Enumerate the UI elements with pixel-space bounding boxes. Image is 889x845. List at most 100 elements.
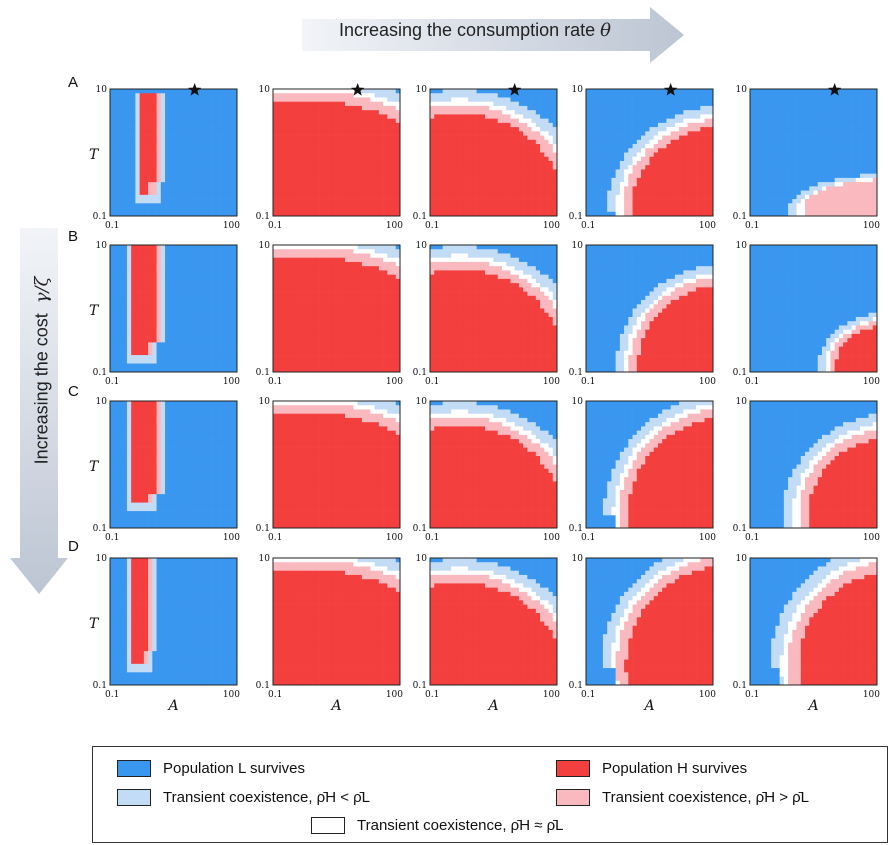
cell-h-survives xyxy=(374,122,380,128)
cell-l-survives xyxy=(800,156,806,162)
cell-l-survives xyxy=(198,144,204,149)
cell-l-survives xyxy=(586,165,591,170)
cell-l-survives xyxy=(131,122,136,128)
cell-l-survives xyxy=(864,160,869,166)
cell-l-survives xyxy=(598,182,604,187)
cell-l-survives xyxy=(754,105,759,111)
cell-l-survives xyxy=(628,122,633,128)
cell-h-survives xyxy=(344,118,350,124)
cell-l-survives xyxy=(586,169,591,175)
cell-l-survives xyxy=(779,203,785,208)
cell-l-survives xyxy=(114,173,119,179)
cell-h-survives xyxy=(476,173,482,179)
cell-coexist-h-lt-l xyxy=(395,93,401,98)
cell-h-survives xyxy=(531,203,537,208)
cell-h-survives xyxy=(446,152,452,158)
cell-l-survives xyxy=(114,110,119,115)
cell-l-survives xyxy=(232,186,238,191)
cell-l-survives xyxy=(766,203,772,208)
cell-h-survives xyxy=(139,148,145,153)
cell-l-survives xyxy=(126,211,132,217)
cell-l-survives xyxy=(602,131,608,136)
cell-l-survives xyxy=(750,160,755,166)
cell-l-survives xyxy=(796,173,802,179)
cell-coexist-h-lt-l xyxy=(160,156,166,162)
cell-h-survives xyxy=(332,118,337,124)
cell-l-survives xyxy=(792,97,797,103)
cell-l-survives xyxy=(169,287,174,292)
cell-l-survives xyxy=(190,144,196,149)
cell-h-survives xyxy=(273,110,278,115)
cell-coexist-h-gt-l xyxy=(353,97,359,103)
cell-l-survives xyxy=(657,93,663,98)
cell-l-survives xyxy=(110,312,115,318)
cell-h-survives xyxy=(527,194,532,200)
cell-coexist-h-gt-l xyxy=(485,105,490,111)
cell-l-survives xyxy=(662,110,667,115)
cell-l-survives xyxy=(177,186,183,191)
cell-coexist-h-gt-l xyxy=(632,182,638,187)
cell-h-survives xyxy=(485,148,490,153)
cell-coexist-h-gt-l xyxy=(817,194,823,200)
cell-h-survives xyxy=(152,93,157,98)
cell-coexist-h-lt-l xyxy=(459,93,465,98)
cell-coexist-h-gt-l xyxy=(156,270,162,275)
cell-l-survives xyxy=(838,144,844,149)
cell-h-survives xyxy=(501,156,507,162)
cell-l-survives xyxy=(619,156,625,162)
cell-coexist-equal xyxy=(619,182,625,187)
cell-coexist-h-gt-l xyxy=(851,182,857,187)
cell-h-survives xyxy=(289,203,295,208)
cell-h-survives xyxy=(455,182,460,187)
cell-h-survives xyxy=(544,207,549,213)
cell-l-survives xyxy=(118,203,124,208)
cell-h-survives xyxy=(472,139,477,145)
cell-l-survives xyxy=(851,152,857,158)
cell-l-survives xyxy=(775,182,780,187)
cell-l-survives xyxy=(775,144,780,149)
cell-h-survives xyxy=(340,135,346,141)
cell-l-survives xyxy=(817,93,823,98)
cell-l-survives xyxy=(843,139,848,145)
cell-l-survives xyxy=(552,101,558,107)
cell-h-survives xyxy=(700,131,705,136)
cell-l-survives xyxy=(687,93,693,98)
cell-l-survives xyxy=(118,182,124,187)
cell-coexist-h-lt-l xyxy=(506,101,511,107)
cell-h-survives xyxy=(434,156,439,162)
cell-coexist-equal xyxy=(514,114,520,119)
cell-h-survives xyxy=(306,199,312,204)
cell-h-survives xyxy=(391,203,397,208)
cell-h-survives xyxy=(691,199,697,204)
cell-l-survives xyxy=(207,122,212,128)
cell-coexist-h-gt-l xyxy=(156,110,162,115)
cell-l-survives xyxy=(126,173,132,179)
cell-l-survives xyxy=(594,207,600,213)
cell-h-survives xyxy=(497,169,503,175)
cell-h-survives xyxy=(135,278,140,284)
cell-coexist-h-lt-l xyxy=(135,199,140,204)
cell-h-survives xyxy=(298,173,303,179)
cell-l-survives xyxy=(611,110,616,115)
cell-l-survives xyxy=(834,165,840,170)
cell-l-survives xyxy=(762,165,768,170)
cell-h-survives xyxy=(285,118,291,124)
cell-coexist-equal xyxy=(649,144,655,149)
cell-h-survives xyxy=(353,156,359,162)
cell-l-survives xyxy=(851,135,857,141)
cell-h-survives xyxy=(315,105,320,111)
cell-h-survives xyxy=(152,139,157,145)
cell-l-survives xyxy=(826,101,831,107)
cell-h-survives xyxy=(442,122,448,128)
cell-l-survives xyxy=(607,101,612,107)
cell-coexist-h-lt-l xyxy=(156,182,162,187)
cell-coexist-h-gt-l xyxy=(357,97,363,103)
cell-l-survives xyxy=(775,169,780,175)
cell-coexist-h-lt-l xyxy=(813,186,819,191)
cell-coexist-h-gt-l xyxy=(148,342,153,347)
cell-h-survives xyxy=(139,156,145,162)
cell-coexist-h-gt-l xyxy=(370,101,375,107)
cell-l-survives xyxy=(122,278,128,284)
cell-h-survives xyxy=(143,270,149,275)
cell-coexist-h-gt-l xyxy=(463,105,469,111)
